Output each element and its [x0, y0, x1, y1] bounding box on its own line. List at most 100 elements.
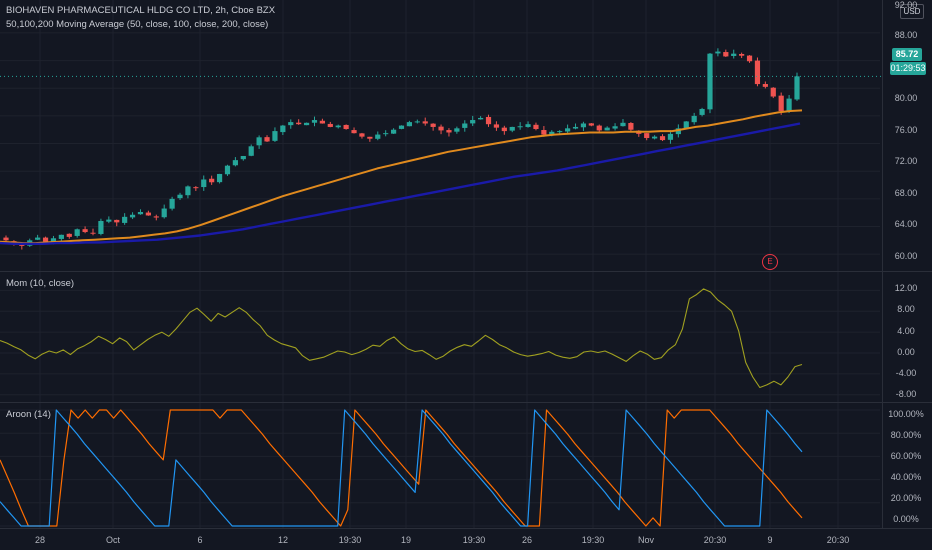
- candle-body: [422, 121, 428, 124]
- candle-body: [715, 51, 721, 54]
- time-tick: 20:30: [703, 535, 727, 545]
- symbol-title[interactable]: BIOHAVEN PHARMACEUTICAL HLDG CO LTD, 2h,…: [6, 5, 276, 16]
- candle-body: [74, 229, 80, 236]
- time-tick: 19: [400, 535, 412, 545]
- candle-body: [493, 124, 500, 128]
- time-tick: 19:30: [581, 535, 605, 545]
- aroon-tick: 40.00%: [890, 472, 922, 482]
- candle-body: [114, 219, 120, 223]
- mom-tick: 8.00: [897, 304, 915, 314]
- candle-body: [50, 238, 57, 243]
- time-axis-separator: [0, 528, 932, 529]
- candle-body: [359, 133, 365, 137]
- candle-body: [470, 120, 476, 124]
- time-tick: 12: [277, 535, 289, 545]
- mom-pane-separator[interactable]: [0, 402, 932, 403]
- currency-button[interactable]: USD: [900, 4, 924, 19]
- candle-body: [485, 116, 492, 125]
- aroon-tick: 80.00%: [890, 430, 922, 440]
- aroon-down-line: [0, 409, 803, 527]
- candle-body: [303, 122, 310, 126]
- mom-tick: 12.00: [894, 283, 918, 293]
- candle-body: [612, 126, 618, 129]
- aroon-tick: 20.00%: [890, 493, 922, 503]
- candle-body: [201, 179, 207, 188]
- mom-tick: -8.00: [895, 389, 917, 399]
- candle-body: [438, 126, 444, 131]
- candle-body: [699, 108, 705, 115]
- candle-body: [659, 136, 666, 141]
- aroon-up-line: [0, 409, 803, 527]
- candle-body: [319, 120, 325, 124]
- mom-tick: -4.00: [895, 368, 917, 378]
- candle-body: [414, 121, 420, 123]
- price-tick: 88.00: [894, 30, 918, 40]
- candle-body: [770, 87, 776, 97]
- aroon-tick: 60.00%: [890, 451, 922, 461]
- candle-body: [280, 125, 286, 133]
- mom-legend[interactable]: Mom (10, close): [6, 278, 75, 289]
- candle-body: [723, 52, 729, 57]
- candle-body: [193, 187, 199, 189]
- candle-body: [549, 131, 555, 136]
- candle-body: [90, 232, 96, 234]
- candle-body: [675, 128, 681, 135]
- candle-body: [762, 84, 768, 87]
- candle-body: [406, 122, 413, 127]
- candle-body: [572, 126, 579, 129]
- candle-body: [541, 130, 547, 135]
- candle-body: [509, 126, 515, 131]
- candle-body: [351, 130, 357, 134]
- mom-tick: 4.00: [897, 326, 915, 336]
- candle-body: [367, 136, 373, 139]
- candle-body: [754, 60, 761, 85]
- candle-body: [82, 229, 88, 233]
- aroon-legend[interactable]: Aroon (14): [6, 409, 51, 420]
- time-tick: 19:30: [338, 535, 362, 545]
- candle-body: [288, 122, 294, 126]
- candle-body: [161, 208, 167, 218]
- candle-body: [667, 133, 674, 140]
- mom-tick: 0.00: [897, 347, 915, 357]
- candle-body: [240, 155, 246, 160]
- time-tick: 28: [34, 535, 46, 545]
- price-axis-border: [882, 0, 883, 528]
- candle-body: [35, 237, 41, 240]
- candle-body: [390, 129, 397, 134]
- candle-body: [3, 237, 9, 241]
- candle-body: [256, 137, 262, 146]
- candle-body: [604, 127, 610, 131]
- aroon-tick: 100.00%: [888, 409, 924, 419]
- candle-body: [129, 214, 136, 218]
- moving-average-legend[interactable]: 50,100,200 Moving Average (50, close, 10…: [6, 19, 269, 30]
- candle-body: [98, 220, 104, 234]
- candle-body: [628, 122, 634, 130]
- candle-body: [620, 122, 626, 127]
- price-pane-separator[interactable]: [0, 271, 932, 272]
- candle-body: [462, 123, 468, 128]
- candle-body: [398, 125, 405, 129]
- candle-body: [58, 234, 64, 239]
- time-tick: Nov: [637, 535, 655, 545]
- candle-body: [335, 125, 341, 128]
- time-tick: 26: [521, 535, 533, 545]
- candle-body: [122, 216, 128, 223]
- candle-body: [430, 123, 436, 127]
- bar-countdown: 01:29:53: [890, 62, 926, 75]
- candle-body: [248, 146, 254, 156]
- candle-body: [588, 123, 594, 126]
- candle-body: [446, 130, 452, 133]
- aroon-tick: 0.00%: [893, 514, 919, 524]
- time-tick: 9: [767, 535, 773, 545]
- candle-body: [739, 54, 745, 56]
- candle-body: [557, 131, 563, 133]
- ma100-line: [0, 122, 801, 246]
- price-tick: 72.00: [894, 156, 918, 166]
- candle-body: [644, 133, 650, 139]
- last-price-tag: 85.72: [892, 48, 922, 61]
- earnings-marker[interactable]: E: [762, 254, 778, 270]
- price-tick: 76.00: [894, 125, 918, 135]
- candle-body: [145, 212, 151, 216]
- candle-body: [525, 124, 531, 127]
